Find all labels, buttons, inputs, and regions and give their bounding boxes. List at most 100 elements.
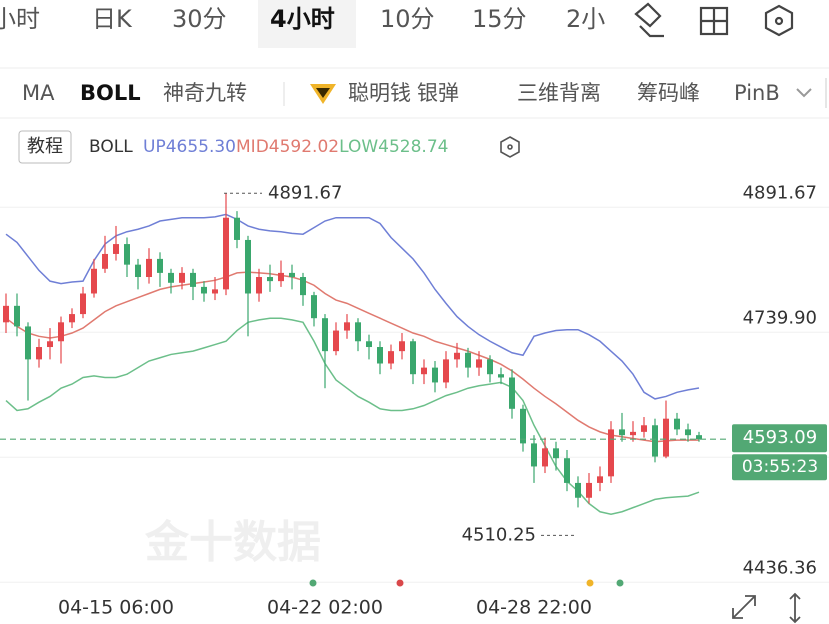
indicator-settings-icon[interactable] [500, 136, 520, 158]
candle-body [652, 425, 658, 457]
candle-body [47, 341, 53, 348]
tutorial-label[interactable]: 教程 [27, 136, 63, 157]
tab[interactable]: 30分 [172, 5, 227, 33]
countdown-box [732, 454, 827, 481]
y-tick-label: 4739.90 [743, 307, 817, 328]
tab[interactable]: 4小时 [270, 5, 335, 33]
candle-body [201, 286, 207, 294]
candle-body [157, 258, 163, 273]
y-tick-label: 4436.36 [743, 557, 817, 578]
candle-body [91, 268, 97, 294]
indicator-tab[interactable]: 神奇九转 [163, 81, 247, 105]
readout-value: 4528.74 [378, 137, 448, 157]
candle-body [366, 341, 372, 348]
indicator-tab[interactable]: 三维背离 [517, 81, 601, 105]
candle-body [399, 341, 405, 352]
y-tick-label: 4891.67 [743, 182, 817, 203]
readout-value: 4592.02 [269, 137, 339, 157]
readout-name: UP [143, 137, 166, 157]
readout-value: 4655.30 [166, 137, 236, 157]
last-price-label: 4593.09 [743, 427, 817, 448]
candle-body [520, 408, 526, 444]
expand-icon[interactable] [796, 88, 812, 98]
indicator-readout: UP4655.30MID4592.02LOW4528.74 [143, 137, 448, 157]
candle-body [564, 458, 570, 483]
candle-body [300, 277, 306, 296]
candle-body [498, 374, 504, 378]
candle-body [410, 341, 416, 375]
candle-body [542, 448, 548, 467]
x-tick-label: 04-28 22:00 [476, 597, 592, 619]
candle-body [124, 244, 130, 265]
tab[interactable]: 10分 [380, 5, 435, 33]
candle-body [245, 239, 251, 294]
candle-body [377, 347, 383, 364]
candle-body [641, 425, 647, 432]
tab[interactable]: 15分 [472, 5, 527, 33]
candle-body [3, 305, 9, 323]
last-price-box [732, 424, 827, 453]
indicator-tab[interactable]: 聪明钱 [348, 81, 411, 105]
candle-body [58, 322, 64, 342]
candle-body [223, 217, 229, 290]
x-tick-label: 04-15 06:00 [58, 597, 174, 619]
candle-body [102, 253, 108, 269]
x-tick-label: 04-22 02:00 [267, 597, 383, 619]
candle-body [421, 367, 427, 375]
fullscreen-icon[interactable] [732, 595, 756, 619]
candle-body [355, 322, 361, 342]
countdown-label: 03:55:23 [742, 457, 818, 477]
indicator-tab[interactable]: 银弹 [417, 81, 459, 105]
tutorial-button[interactable] [18, 130, 72, 164]
candle-body [509, 377, 515, 409]
candle-body [80, 293, 86, 315]
draw-tool-icon[interactable] [634, 2, 664, 38]
candle-body [476, 359, 482, 368]
candle-body [685, 429, 691, 436]
readout-text: UP4655.30MID4592.02LOW4528.74 [143, 137, 448, 157]
indicator-tab[interactable]: MA [22, 81, 55, 105]
readout-name: MID [236, 137, 269, 157]
candle-body [443, 359, 449, 383]
candle-body [113, 244, 119, 254]
candle-body [597, 476, 603, 483]
boll-band [5, 213, 700, 400]
settings-icon[interactable] [764, 4, 794, 37]
candle-body [575, 482, 581, 498]
candle-body [311, 295, 317, 319]
candle-body [168, 272, 174, 283]
candle-body [586, 482, 592, 498]
candle-body [267, 277, 273, 282]
candle-body [454, 352, 460, 360]
indicator-tab[interactable]: BOLL [80, 81, 141, 105]
candle-body [179, 272, 185, 283]
indicator-tab[interactable]: 筹码峰 [637, 81, 700, 105]
candle-body [333, 330, 339, 352]
candle-body [388, 351, 394, 364]
event-dots [309, 579, 624, 587]
tab[interactable]: 日K [92, 5, 133, 33]
candle-body [674, 418, 680, 430]
layout-icon[interactable] [699, 6, 729, 36]
candle-body [465, 352, 471, 368]
boll-band [5, 317, 700, 515]
candle-body [135, 264, 141, 278]
candle-body [619, 429, 625, 436]
min-label: 4510.25 [462, 524, 536, 545]
indicator-tab[interactable]: PinB [734, 81, 780, 105]
candle-body [212, 289, 218, 294]
indicators: MA BOLL 神奇九转 聪明钱 银弹 三维背离 筹码峰 PinB [22, 81, 780, 105]
candle-body [25, 326, 31, 360]
tab[interactable]: 2小 [566, 5, 605, 33]
candle-body [234, 217, 240, 240]
tabs: 小时 日K 30分 4小时 10分 15分 2小 [0, 5, 605, 33]
tab[interactable]: 小时 [0, 5, 40, 33]
max-label: 4891.67 [268, 182, 342, 203]
candle-body [531, 443, 537, 467]
candle-body [432, 367, 438, 383]
candle-body [553, 448, 559, 459]
candle-body [322, 318, 328, 352]
candle-body [278, 272, 284, 282]
scale-icon[interactable] [789, 592, 801, 624]
